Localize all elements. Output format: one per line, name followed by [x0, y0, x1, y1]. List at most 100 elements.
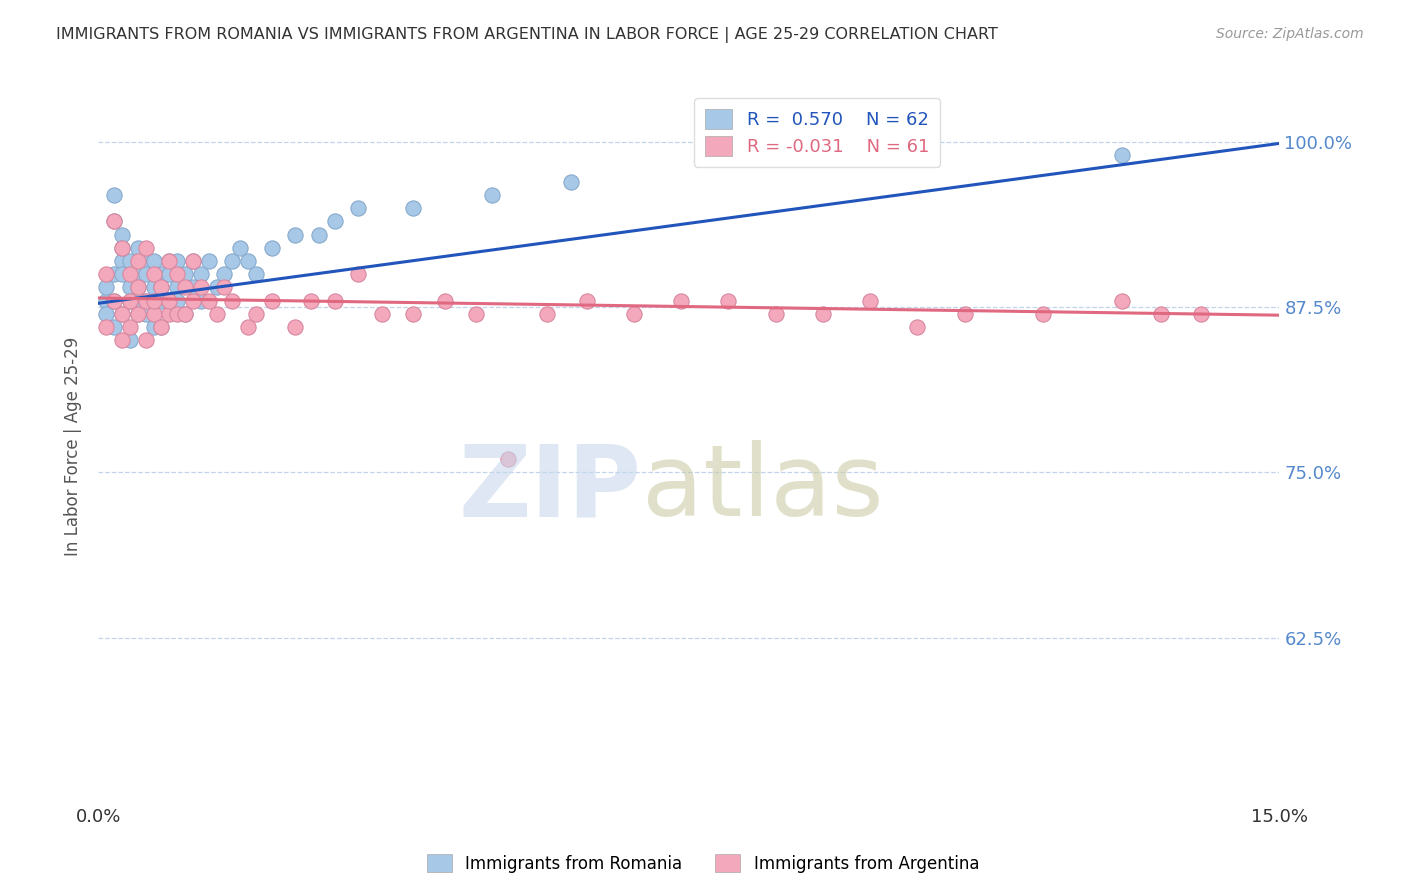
Point — [150, 267, 173, 281]
Point — [236, 254, 259, 268]
Point — [127, 293, 149, 308]
Point — [150, 320, 173, 334]
Point — [142, 267, 165, 281]
Point — [166, 280, 188, 294]
Point — [221, 254, 243, 268]
Point — [118, 320, 141, 334]
Point — [150, 320, 173, 334]
Point — [111, 254, 134, 268]
Point — [118, 293, 141, 308]
Point — [111, 241, 134, 255]
Point — [118, 293, 141, 308]
Point — [103, 214, 125, 228]
Point — [118, 254, 141, 268]
Point — [465, 307, 488, 321]
Point — [96, 280, 118, 294]
Point — [260, 293, 283, 308]
Point — [111, 307, 134, 321]
Point — [103, 320, 125, 334]
Point — [181, 280, 204, 294]
Point — [96, 320, 118, 334]
Point — [229, 241, 252, 255]
Point — [127, 254, 149, 268]
Point — [103, 214, 125, 228]
Point — [481, 188, 503, 202]
Point — [181, 293, 204, 308]
Point — [433, 293, 456, 308]
Point — [811, 307, 834, 321]
Point — [205, 307, 228, 321]
Point — [103, 293, 125, 308]
Point — [221, 293, 243, 308]
Point — [859, 293, 882, 308]
Point — [197, 254, 219, 268]
Point — [127, 267, 149, 281]
Point — [157, 293, 180, 308]
Point — [135, 293, 157, 308]
Point — [371, 307, 394, 321]
Point — [1189, 307, 1212, 321]
Point — [142, 280, 165, 294]
Point — [157, 293, 180, 308]
Point — [111, 333, 134, 347]
Point — [181, 254, 204, 268]
Point — [496, 452, 519, 467]
Point — [118, 267, 141, 281]
Point — [284, 227, 307, 242]
Point — [174, 280, 197, 294]
Point — [135, 254, 157, 268]
Point — [96, 293, 118, 308]
Point — [260, 241, 283, 255]
Point — [402, 201, 425, 215]
Point — [214, 267, 236, 281]
Point — [284, 320, 307, 334]
Point — [127, 307, 149, 321]
Text: atlas: atlas — [641, 441, 883, 537]
Point — [323, 293, 346, 308]
Point — [142, 254, 165, 268]
Point — [197, 293, 219, 308]
Text: IMMIGRANTS FROM ROMANIA VS IMMIGRANTS FROM ARGENTINA IN LABOR FORCE | AGE 25-29 : IMMIGRANTS FROM ROMANIA VS IMMIGRANTS FR… — [56, 27, 998, 43]
Point — [1111, 293, 1133, 308]
Point — [142, 293, 165, 308]
Point — [127, 307, 149, 321]
Point — [174, 307, 197, 321]
Point — [150, 280, 173, 294]
Point — [1111, 148, 1133, 162]
Point — [669, 293, 692, 308]
Point — [1150, 307, 1173, 321]
Point — [1032, 307, 1054, 321]
Point — [157, 267, 180, 281]
Point — [157, 307, 180, 321]
Text: ZIP: ZIP — [458, 441, 641, 537]
Point — [135, 307, 157, 321]
Point — [190, 280, 212, 294]
Point — [135, 267, 157, 281]
Point — [150, 293, 173, 308]
Point — [135, 241, 157, 255]
Point — [103, 188, 125, 202]
Point — [560, 175, 582, 189]
Point — [142, 293, 165, 308]
Point — [157, 254, 180, 268]
Point — [205, 280, 228, 294]
Point — [536, 307, 558, 321]
Point — [623, 307, 645, 321]
Text: Source: ZipAtlas.com: Source: ZipAtlas.com — [1216, 27, 1364, 41]
Y-axis label: In Labor Force | Age 25-29: In Labor Force | Age 25-29 — [65, 336, 83, 556]
Point — [142, 307, 165, 321]
Point — [245, 307, 267, 321]
Point — [96, 267, 118, 281]
Point — [905, 320, 928, 334]
Point — [166, 307, 188, 321]
Point — [402, 307, 425, 321]
Legend: Immigrants from Romania, Immigrants from Argentina: Immigrants from Romania, Immigrants from… — [420, 847, 986, 880]
Point — [174, 267, 197, 281]
Point — [347, 267, 370, 281]
Point — [953, 307, 976, 321]
Point — [111, 241, 134, 255]
Point — [142, 320, 165, 334]
Point — [118, 333, 141, 347]
Point — [96, 307, 118, 321]
Point — [166, 267, 188, 281]
